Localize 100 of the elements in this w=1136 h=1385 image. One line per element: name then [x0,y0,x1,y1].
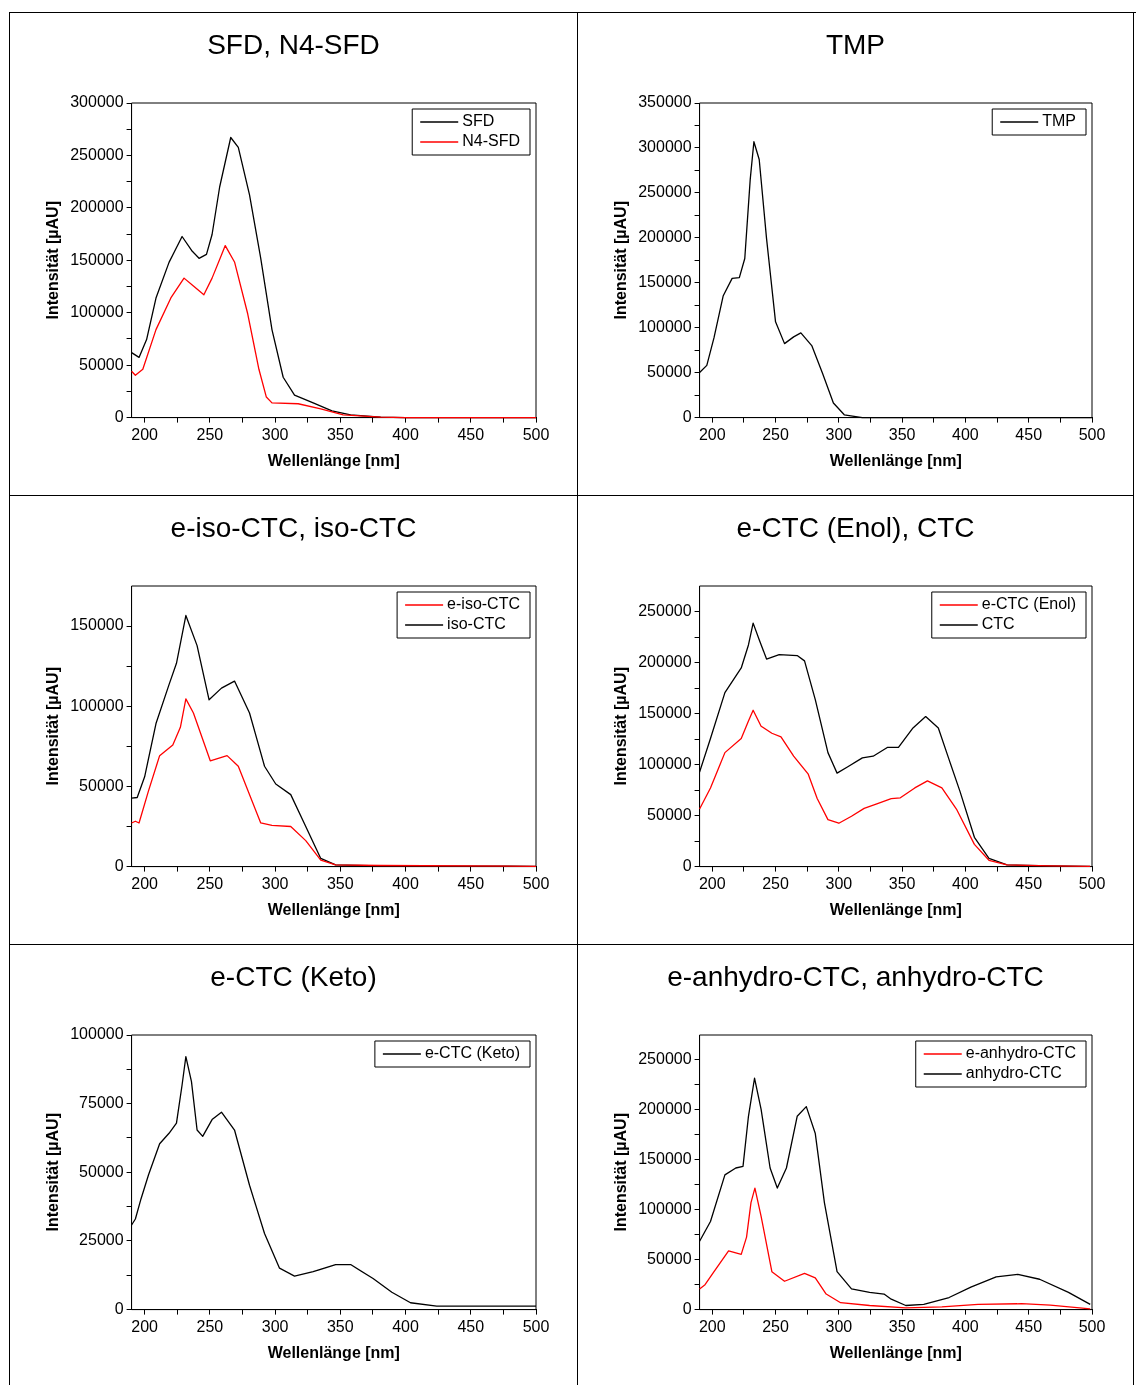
x-tick-label: 400 [952,1317,979,1335]
x-tick-label: 250 [196,1317,224,1335]
y-axis-title: Intensität [µAU] [612,201,630,320]
x-tick-label: 450 [1015,1317,1043,1335]
x-tick-label: 250 [196,425,224,443]
y-tick-label: 100000 [638,754,692,772]
chart-title: TMP [824,28,887,62]
y-axis-title: Intensität [µAU] [44,667,62,786]
x-tick-label: 200 [698,1317,726,1335]
y-tick-label: 75000 [79,1094,124,1112]
x-axis-title: Wellenlänge [nm] [829,1343,962,1361]
y-axis-title: Intensität [µAU] [44,1113,62,1232]
x-tick-label: 500 [1078,874,1106,892]
y-tick-label: 50000 [647,805,692,823]
x-tick-label: 450 [1015,425,1043,443]
y-tick-label: 200000 [638,652,692,670]
x-tick-label: 200 [131,874,159,892]
y-tick-label: 50000 [79,355,124,373]
legend-label: CTC [981,615,1015,633]
x-tick-label: 200 [131,425,159,443]
legend-label: e-CTC (Enol) [981,595,1076,613]
legend-label: e-iso-CTC [447,595,520,613]
x-axis-title: Wellenlänge [nm] [829,451,962,469]
y-tick-label: 100000 [70,696,124,714]
x-tick-label: 350 [326,425,354,443]
x-tick-label: 350 [326,874,354,892]
x-tick-label: 500 [522,874,550,892]
x-tick-label: 300 [261,1317,289,1335]
y-tick-label: 25000 [79,1231,124,1249]
x-axis-title: Wellenlänge [nm] [267,900,400,918]
x-tick-label: 500 [522,1317,550,1335]
y-tick-label: 250000 [638,183,692,201]
legend-label: N4-SFD [462,132,520,150]
x-tick-label: 400 [952,425,979,443]
y-tick-label: 50000 [647,363,692,381]
x-tick-label: 200 [698,874,726,892]
x-tick-label: 250 [762,874,789,892]
y-tick-label: 0 [682,857,692,875]
y-tick-label: 200000 [638,1100,692,1118]
y-tick-label: 150000 [638,703,692,721]
y-tick-label: 0 [682,1300,692,1318]
y-tick-label: 350000 [638,93,692,111]
y-tick-label: 150000 [638,273,692,291]
y-axis-title: Intensität [µAU] [44,201,62,320]
y-axis-title: Intensität [µAU] [612,667,630,786]
x-tick-label: 250 [762,425,789,443]
x-tick-label: 250 [196,874,224,892]
x-tick-label: 500 [522,425,550,443]
x-tick-label: 350 [326,1317,354,1335]
legend-label: e-anhydro-CTC [965,1044,1077,1062]
y-tick-label: 100000 [638,318,692,336]
x-axis-title: Wellenlänge [nm] [829,900,962,918]
legend-label: e-CTC (Keto) [424,1044,520,1062]
x-tick-label: 200 [131,1317,159,1335]
y-tick-label: 250000 [70,145,124,163]
y-tick-label: 200000 [638,228,692,246]
y-tick-label: 50000 [79,1162,124,1180]
y-tick-label: 100000 [70,1025,124,1043]
x-tick-label: 300 [825,1317,853,1335]
x-tick-label: 300 [261,425,289,443]
x-tick-label: 350 [888,425,916,443]
x-tick-label: 300 [261,874,289,892]
x-tick-label: 300 [825,874,853,892]
x-tick-label: 250 [762,1317,789,1335]
y-tick-label: 0 [114,1300,124,1318]
chart-title: e-CTC (Keto) [209,960,378,994]
x-tick-label: 200 [698,425,726,443]
legend-label: TMP [1042,112,1077,130]
x-tick-label: 400 [392,425,419,443]
x-tick-label: 400 [392,1317,419,1335]
x-tick-label: 450 [457,1317,485,1335]
y-tick-label: 150000 [638,1150,692,1168]
x-tick-label: 450 [457,425,485,443]
legend-label: iso-CTC [447,615,506,633]
y-tick-label: 250000 [638,601,692,619]
legend-label: SFD [462,112,495,130]
y-tick-label: 0 [682,408,692,426]
y-tick-label: 250000 [638,1050,692,1068]
x-tick-label: 500 [1078,425,1106,443]
y-tick-label: 100000 [70,303,124,321]
chart-title: e-CTC (Enol), CTC [735,511,976,545]
x-tick-label: 300 [825,425,853,443]
x-tick-label: 500 [1078,1317,1106,1335]
x-tick-label: 450 [1015,874,1043,892]
y-tick-label: 0 [114,857,124,875]
x-axis-title: Wellenlänge [nm] [267,451,400,469]
x-tick-label: 400 [952,874,979,892]
chart-title: SFD, N4-SFD [206,28,381,62]
chart-title: e-iso-CTC, iso-CTC [169,511,418,545]
y-tick-label: 150000 [70,616,124,634]
x-tick-label: 350 [888,874,916,892]
y-tick-label: 50000 [79,776,124,794]
y-tick-label: 300000 [70,93,124,111]
chart-title: e-anhydro-CTC, anhydro-CTC [666,960,1045,994]
y-tick-label: 50000 [647,1250,692,1268]
y-tick-label: 0 [114,408,124,426]
y-tick-label: 150000 [70,250,124,268]
x-tick-label: 450 [457,874,485,892]
y-tick-label: 200000 [70,198,124,216]
y-tick-label: 100000 [638,1200,692,1218]
